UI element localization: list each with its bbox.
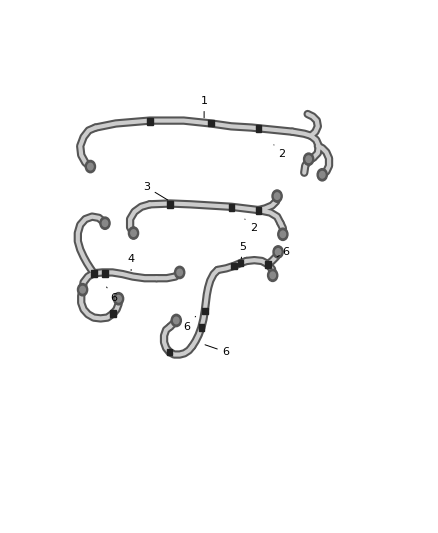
Text: 2: 2	[274, 145, 286, 159]
Circle shape	[128, 227, 138, 239]
Bar	[102, 270, 108, 277]
Circle shape	[173, 317, 179, 324]
Circle shape	[276, 248, 281, 255]
Text: 2: 2	[245, 219, 257, 233]
Bar	[229, 204, 234, 211]
Circle shape	[131, 230, 136, 236]
Bar	[265, 261, 271, 268]
Circle shape	[175, 266, 185, 279]
Text: 3: 3	[143, 182, 168, 200]
Circle shape	[88, 163, 93, 170]
Circle shape	[100, 217, 110, 229]
Circle shape	[116, 295, 121, 302]
Circle shape	[171, 314, 181, 327]
Circle shape	[85, 160, 95, 173]
Bar	[110, 310, 116, 317]
Text: 1: 1	[201, 96, 208, 118]
Circle shape	[280, 231, 286, 238]
Circle shape	[278, 228, 288, 240]
Circle shape	[317, 168, 327, 181]
Bar	[231, 263, 237, 269]
Bar	[167, 349, 172, 356]
Text: 6: 6	[184, 317, 196, 332]
Circle shape	[177, 269, 182, 276]
Bar	[199, 324, 204, 330]
Bar	[256, 207, 261, 214]
Bar	[167, 201, 173, 207]
Circle shape	[78, 284, 88, 296]
Circle shape	[102, 220, 108, 227]
Text: 6: 6	[205, 345, 230, 357]
Circle shape	[274, 193, 280, 199]
Text: 6: 6	[277, 247, 289, 257]
Bar	[256, 125, 261, 132]
Circle shape	[320, 172, 325, 178]
Bar	[238, 260, 244, 266]
Bar	[91, 270, 96, 277]
Text: 6: 6	[106, 287, 118, 303]
Circle shape	[113, 293, 124, 305]
Circle shape	[80, 286, 85, 293]
Circle shape	[273, 246, 283, 258]
Bar	[102, 220, 108, 227]
Circle shape	[270, 272, 276, 279]
Circle shape	[304, 153, 314, 165]
Circle shape	[306, 156, 311, 163]
Text: 4: 4	[127, 254, 135, 270]
Text: 5: 5	[240, 241, 247, 259]
Circle shape	[272, 190, 282, 202]
Bar	[208, 120, 214, 126]
Bar	[147, 118, 152, 125]
Circle shape	[268, 269, 278, 281]
Bar	[202, 308, 208, 314]
